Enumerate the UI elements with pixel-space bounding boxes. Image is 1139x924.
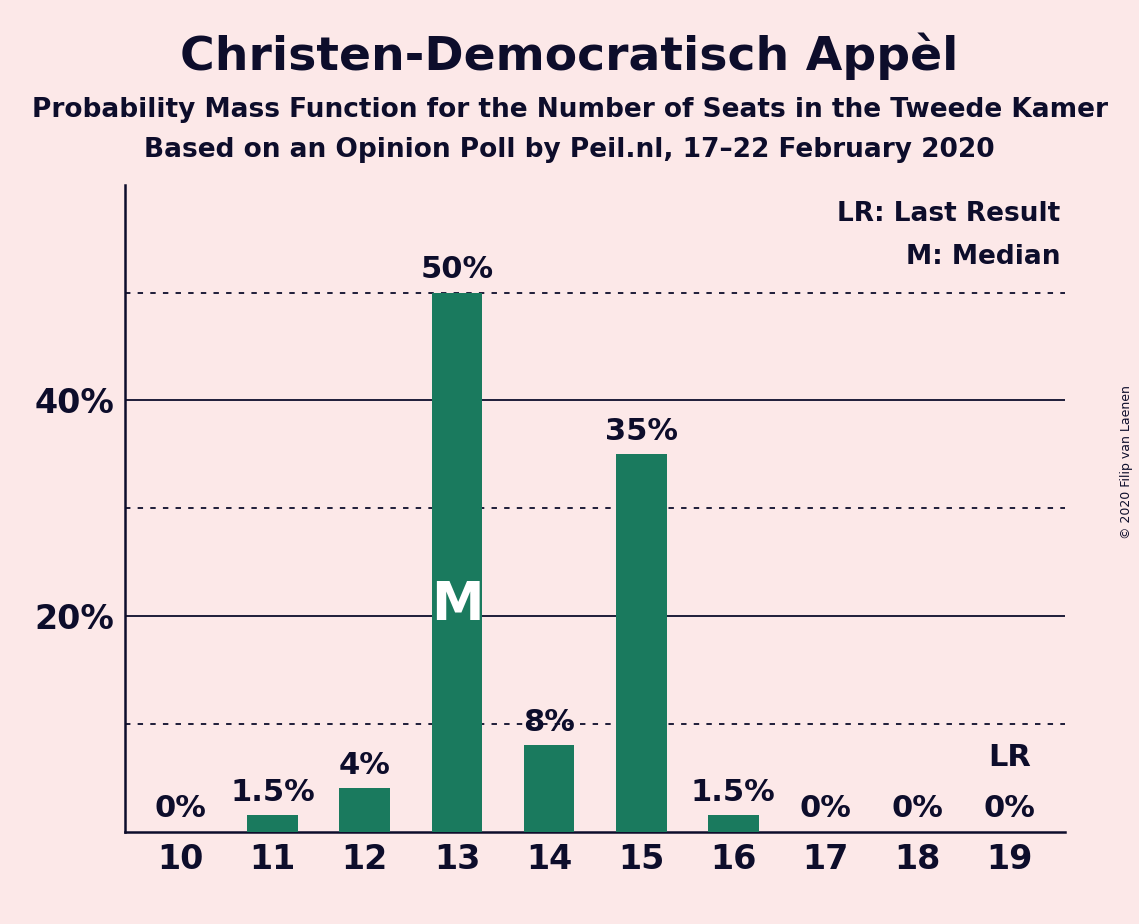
Text: Christen-Democratisch Appèl: Christen-Democratisch Appèl (180, 32, 959, 79)
Text: 0%: 0% (800, 794, 851, 823)
Bar (432, 293, 482, 832)
Text: M: M (431, 579, 483, 631)
Text: 1.5%: 1.5% (230, 778, 316, 807)
Text: Based on an Opinion Poll by Peil.nl, 17–22 February 2020: Based on an Opinion Poll by Peil.nl, 17–… (145, 137, 994, 163)
Text: 4%: 4% (339, 751, 391, 780)
Text: 0%: 0% (155, 794, 206, 823)
Bar (339, 788, 391, 832)
Text: 1.5%: 1.5% (691, 778, 776, 807)
Bar (247, 816, 298, 832)
Text: 50%: 50% (420, 255, 493, 284)
Bar (616, 455, 666, 832)
Text: 35%: 35% (605, 417, 678, 445)
Text: 8%: 8% (523, 708, 575, 736)
Bar (524, 746, 574, 832)
Bar (708, 816, 759, 832)
Text: LR: Last Result: LR: Last Result (837, 201, 1060, 227)
Text: 0%: 0% (892, 794, 943, 823)
Text: M: Median: M: Median (906, 244, 1060, 270)
Text: © 2020 Filip van Laenen: © 2020 Filip van Laenen (1121, 385, 1133, 539)
Text: Probability Mass Function for the Number of Seats in the Tweede Kamer: Probability Mass Function for the Number… (32, 97, 1107, 123)
Text: 0%: 0% (984, 794, 1035, 823)
Text: LR: LR (989, 743, 1031, 772)
